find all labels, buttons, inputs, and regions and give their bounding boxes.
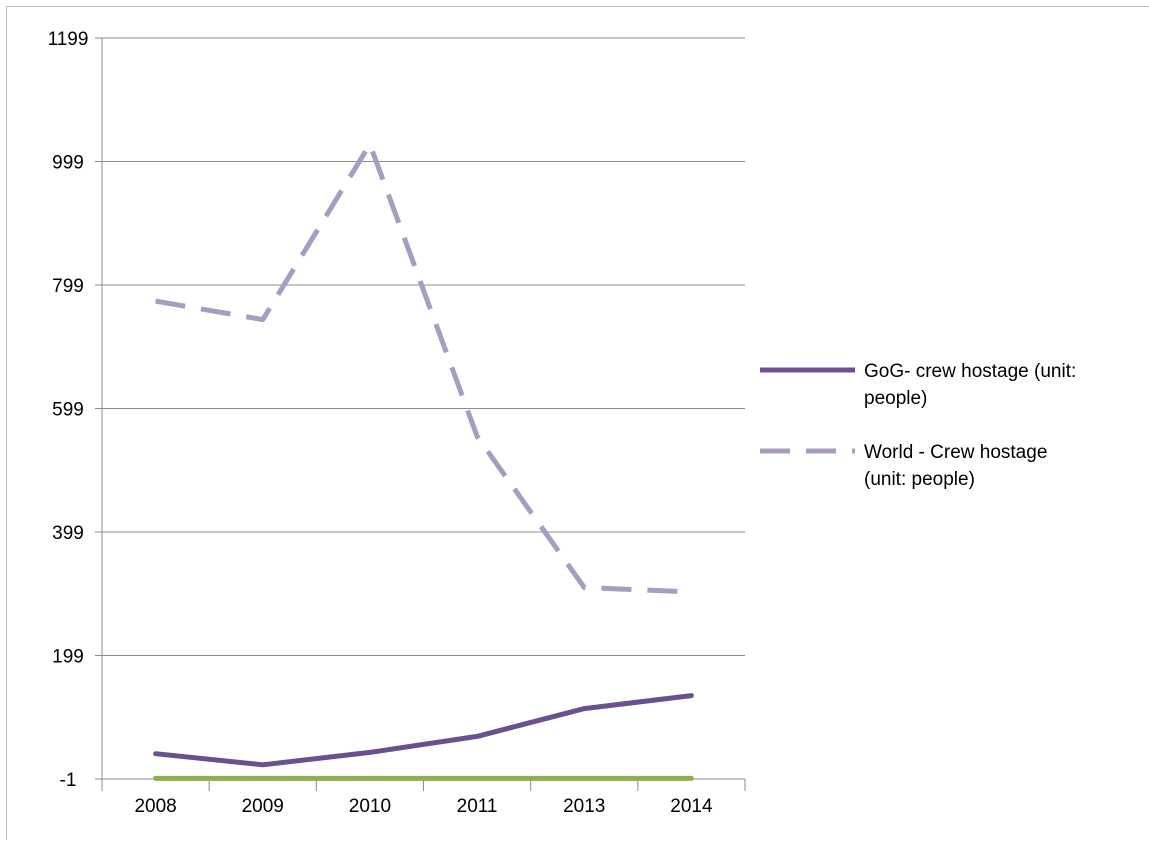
y-tick-label: 199: [52, 647, 84, 668]
x-tick-label: 2011: [457, 796, 498, 817]
legend-label: World - Crew hostage(unit: people): [864, 442, 1047, 490]
y-tick-label: 599: [52, 400, 84, 421]
y-tick-label: 399: [52, 523, 84, 544]
y-tick-label: 1199: [48, 29, 89, 50]
legend: GoG- crew hostage (unit:people) World - C…: [760, 361, 1076, 490]
series-line-0: [156, 696, 692, 765]
x-tick-label: 2010: [349, 796, 391, 817]
series-lines: [156, 144, 692, 778]
series-line-1: [156, 144, 692, 592]
x-tick-label: 2013: [563, 796, 605, 817]
legend-label: GoG- crew hostage (unit:people): [864, 361, 1076, 409]
y-tick-label: 799: [52, 276, 84, 297]
chart-border: [7, 7, 1149, 841]
y-tick-label: -1: [60, 770, 77, 791]
x-tick-label: 2014: [670, 796, 713, 817]
gridlines: [102, 38, 745, 656]
axes: -1 199 399 599 799 999 1199 2008 2009 2010 2011 201…: [48, 29, 745, 817]
y-tick-label: 999: [52, 153, 84, 174]
x-tick-label: 2009: [242, 796, 284, 817]
x-tick-label: 2008: [134, 796, 176, 817]
